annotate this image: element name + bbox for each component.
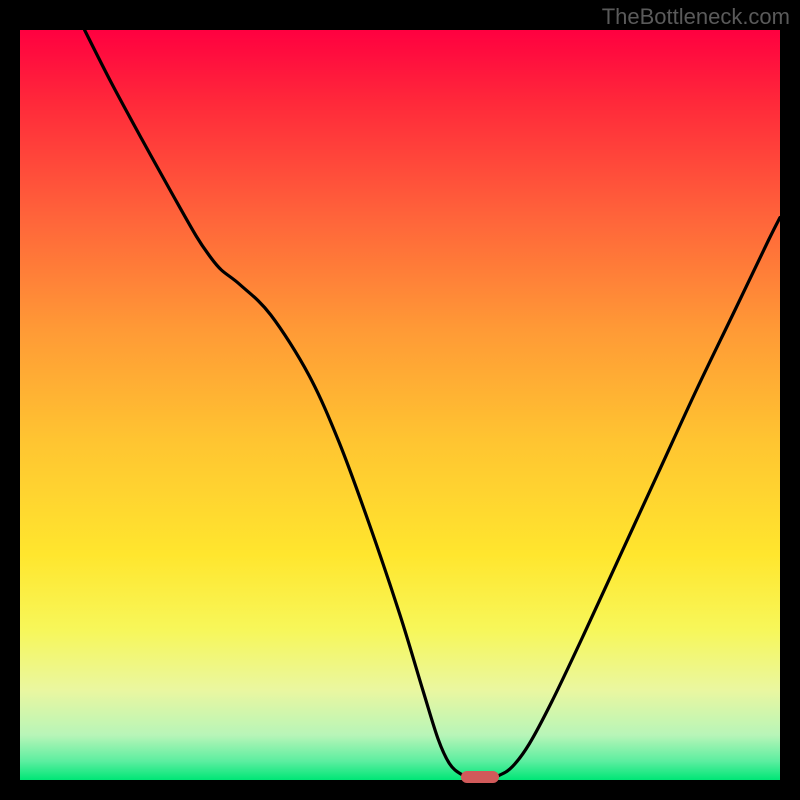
plot-area bbox=[20, 30, 780, 780]
chart-frame: TheBottleneck.com bbox=[0, 0, 800, 800]
watermark-text: TheBottleneck.com bbox=[602, 4, 790, 30]
bottleneck-curve bbox=[20, 30, 780, 780]
minimum-marker bbox=[461, 771, 499, 783]
